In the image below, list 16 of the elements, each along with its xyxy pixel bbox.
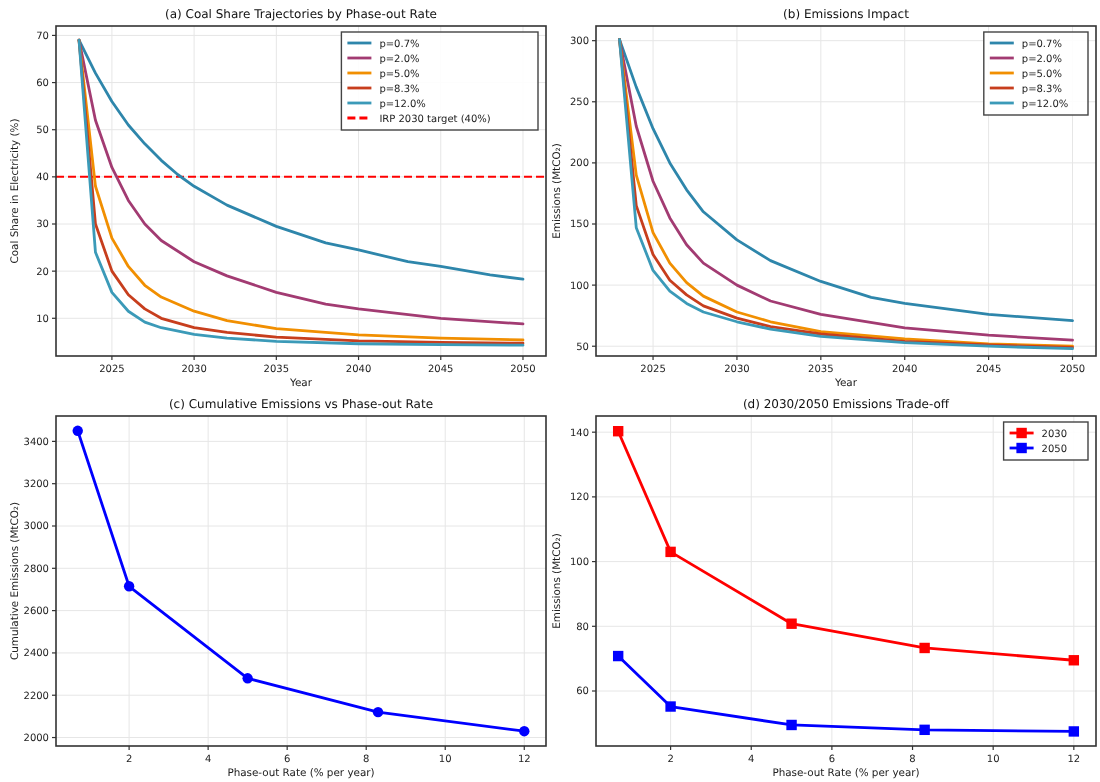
point	[786, 719, 797, 731]
point	[1068, 726, 1080, 737]
line-series	[77, 38, 525, 281]
point	[72, 425, 83, 437]
point	[1068, 655, 1080, 666]
point	[919, 724, 930, 736]
point	[612, 426, 624, 437]
point	[919, 642, 930, 654]
point	[665, 546, 676, 558]
point	[519, 725, 530, 737]
point	[665, 701, 676, 712]
point	[612, 650, 624, 662]
point	[786, 618, 797, 629]
point	[242, 673, 253, 684]
point	[372, 706, 384, 718]
point	[123, 581, 135, 592]
